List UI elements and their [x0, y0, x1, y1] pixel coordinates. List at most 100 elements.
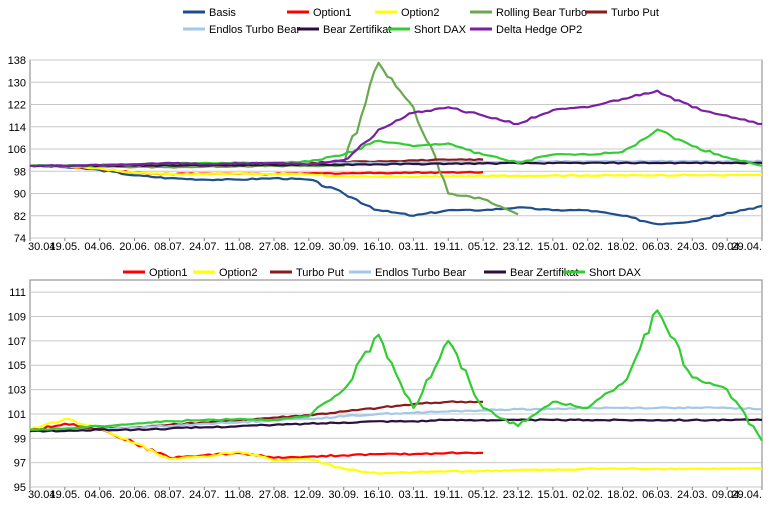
x-tick-label: 08.07. [154, 241, 185, 253]
x-tick-label: 09.04. [712, 241, 743, 253]
legend-item: Turbo Put [270, 267, 344, 279]
x-tick-label: 24.07. [189, 489, 220, 501]
y-tick-label: 111 [9, 287, 26, 299]
y-tick-label: 122 [8, 100, 26, 112]
x-tick-label: 09.04. [712, 489, 743, 501]
chart-1: 74 82 90 98 106 114 122 130 138 30.04.19.05. 04.06… [8, 7, 763, 253]
legend-item: Delta Hedge OP2 [470, 24, 582, 36]
y-tick-label: 107 [8, 336, 26, 348]
y-tick-label: 103 [8, 385, 26, 397]
legend-label: Option2 [219, 267, 258, 279]
x-tick-label: 11.08. [224, 489, 254, 501]
y-tick-label: 97 [14, 458, 26, 470]
plot-area [29, 279, 763, 488]
y-tick-label: 95 [14, 482, 26, 494]
legend-label: Short DAX [589, 267, 642, 279]
x-tick-label: 30.09. [328, 241, 359, 253]
x-tick-label: 03.11. [399, 241, 429, 253]
y-tick-label: 130 [8, 77, 26, 89]
x-tick-label: 20.06. [119, 489, 150, 501]
legend-label: Short DAX [414, 24, 467, 36]
series-line-basis [29, 164, 763, 226]
x-tick-label: 15.01. [538, 489, 569, 501]
legend-item: Short DAX [388, 24, 467, 36]
x-tick-label: 24.07. [189, 241, 220, 253]
series-line-short-dax [30, 309, 763, 442]
legend-item: Bear Zertifikat [484, 267, 578, 279]
y-tick-label: 98 [14, 166, 26, 178]
x-tick-label: 19.11. [433, 241, 463, 253]
y-tick-label: 109 [8, 312, 26, 324]
legend-item: Option1 [123, 267, 188, 279]
legend-label: Option1 [313, 7, 352, 19]
series-line-option2 [29, 417, 763, 475]
series-line-endlos-turbo-bear [29, 406, 763, 433]
x-tick-label: 06.03. [642, 241, 673, 253]
x-tick-label: 04.06. [84, 241, 115, 253]
x-tick-label: 11.08. [224, 241, 254, 253]
x-tick-label: 16.10. [363, 241, 394, 253]
x-tick-label: 24.03. [677, 489, 708, 501]
legend-item: Option2 [193, 267, 258, 279]
legend-item: Option2 [375, 7, 440, 19]
x-tick-label: 27.08. [259, 489, 290, 501]
x-tick-label: 29.04. [731, 489, 762, 501]
x-tick-label: 19.05. [50, 489, 81, 501]
x-tick-label: 02.02. [572, 489, 603, 501]
x-tick-label: 20.06. [119, 241, 150, 253]
legend-label: Bear Zertifikat [323, 24, 391, 36]
y-tick-label: 74 [14, 233, 26, 245]
series-line-bear-zertifikat [29, 418, 763, 433]
x-tick-label: 02.02. [572, 241, 603, 253]
y-tick-label: 106 [8, 144, 26, 156]
x-tick-label: 30.04. [28, 241, 59, 253]
x-tick-label: 16.10. [363, 489, 394, 501]
legend-item: Option1 [287, 7, 352, 19]
y-tick-label: 138 [8, 55, 26, 67]
x-tick-label: 12.09. [294, 241, 325, 253]
x-tick-label: 19.11. [433, 489, 463, 501]
legend-label: Turbo Put [296, 267, 344, 279]
chart-2: 95 97 99 101 103 105 107 109 111 30.04.19.05. 04.0… [8, 267, 763, 501]
legend-label: Rolling Bear Turbo [496, 7, 587, 19]
x-tick-label: 23.12. [503, 241, 534, 253]
legend-item: Bear Zertifikat [297, 24, 391, 36]
legend-label: Delta Hedge OP2 [496, 24, 582, 36]
legend-label: Endlos Turbo Bear [375, 267, 466, 279]
legend-item: Rolling Bear Turbo [470, 7, 587, 19]
legend-label: Option1 [149, 267, 188, 279]
legend-item: Turbo Put [585, 7, 659, 19]
x-tick-label: 05.12. [468, 241, 499, 253]
x-tick-label: 03.11. [399, 489, 429, 501]
series-line-option2 [29, 164, 763, 179]
series-line-delta-hedge-op2 [29, 89, 763, 168]
x-tick-label: 06.03. [642, 489, 673, 501]
legend-item: Endlos Turbo Bear [349, 267, 466, 279]
y-tick-label: 101 [8, 409, 26, 421]
x-tick-label: 29.04. [731, 241, 762, 253]
x-tick-label: 15.01. [538, 241, 569, 253]
x-tick-label: 08.07. [154, 489, 185, 501]
y-tick-label: 105 [8, 360, 26, 372]
x-tick-label: 19.05. [50, 241, 81, 253]
y-tick-label: 99 [14, 433, 26, 445]
series-line-bear-zertifikat [29, 161, 763, 168]
x-tick-label: 30.09. [328, 489, 359, 501]
legend-label: Bear Zertifikat [510, 267, 578, 279]
legend-label: Basis [209, 7, 236, 19]
legend-label: Turbo Put [611, 7, 659, 19]
x-tick-label: 18.02. [607, 241, 638, 253]
x-tick-label: 05.12. [468, 489, 499, 501]
legend-item: Short DAX [563, 267, 642, 279]
legend-label: Endlos Turbo Bear [209, 24, 300, 36]
y-tick-label: 114 [8, 122, 26, 134]
x-tick-label: 04.06. [84, 489, 115, 501]
legend-item: Endlos Turbo Bear [183, 24, 300, 36]
x-tick-label: 24.03. [677, 241, 708, 253]
x-tick-label: 27.08. [259, 241, 290, 253]
legend-label: Option2 [401, 7, 440, 19]
y-tick-label: 82 [14, 211, 26, 223]
legend-item: Basis [183, 7, 236, 19]
